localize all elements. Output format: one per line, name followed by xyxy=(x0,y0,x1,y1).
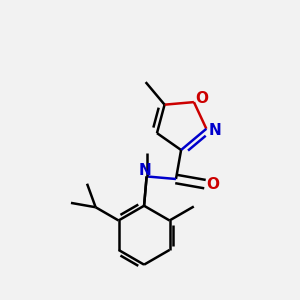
Text: O: O xyxy=(196,91,208,106)
Text: N: N xyxy=(139,163,152,178)
Text: N: N xyxy=(208,123,221,138)
Text: O: O xyxy=(207,177,220,192)
